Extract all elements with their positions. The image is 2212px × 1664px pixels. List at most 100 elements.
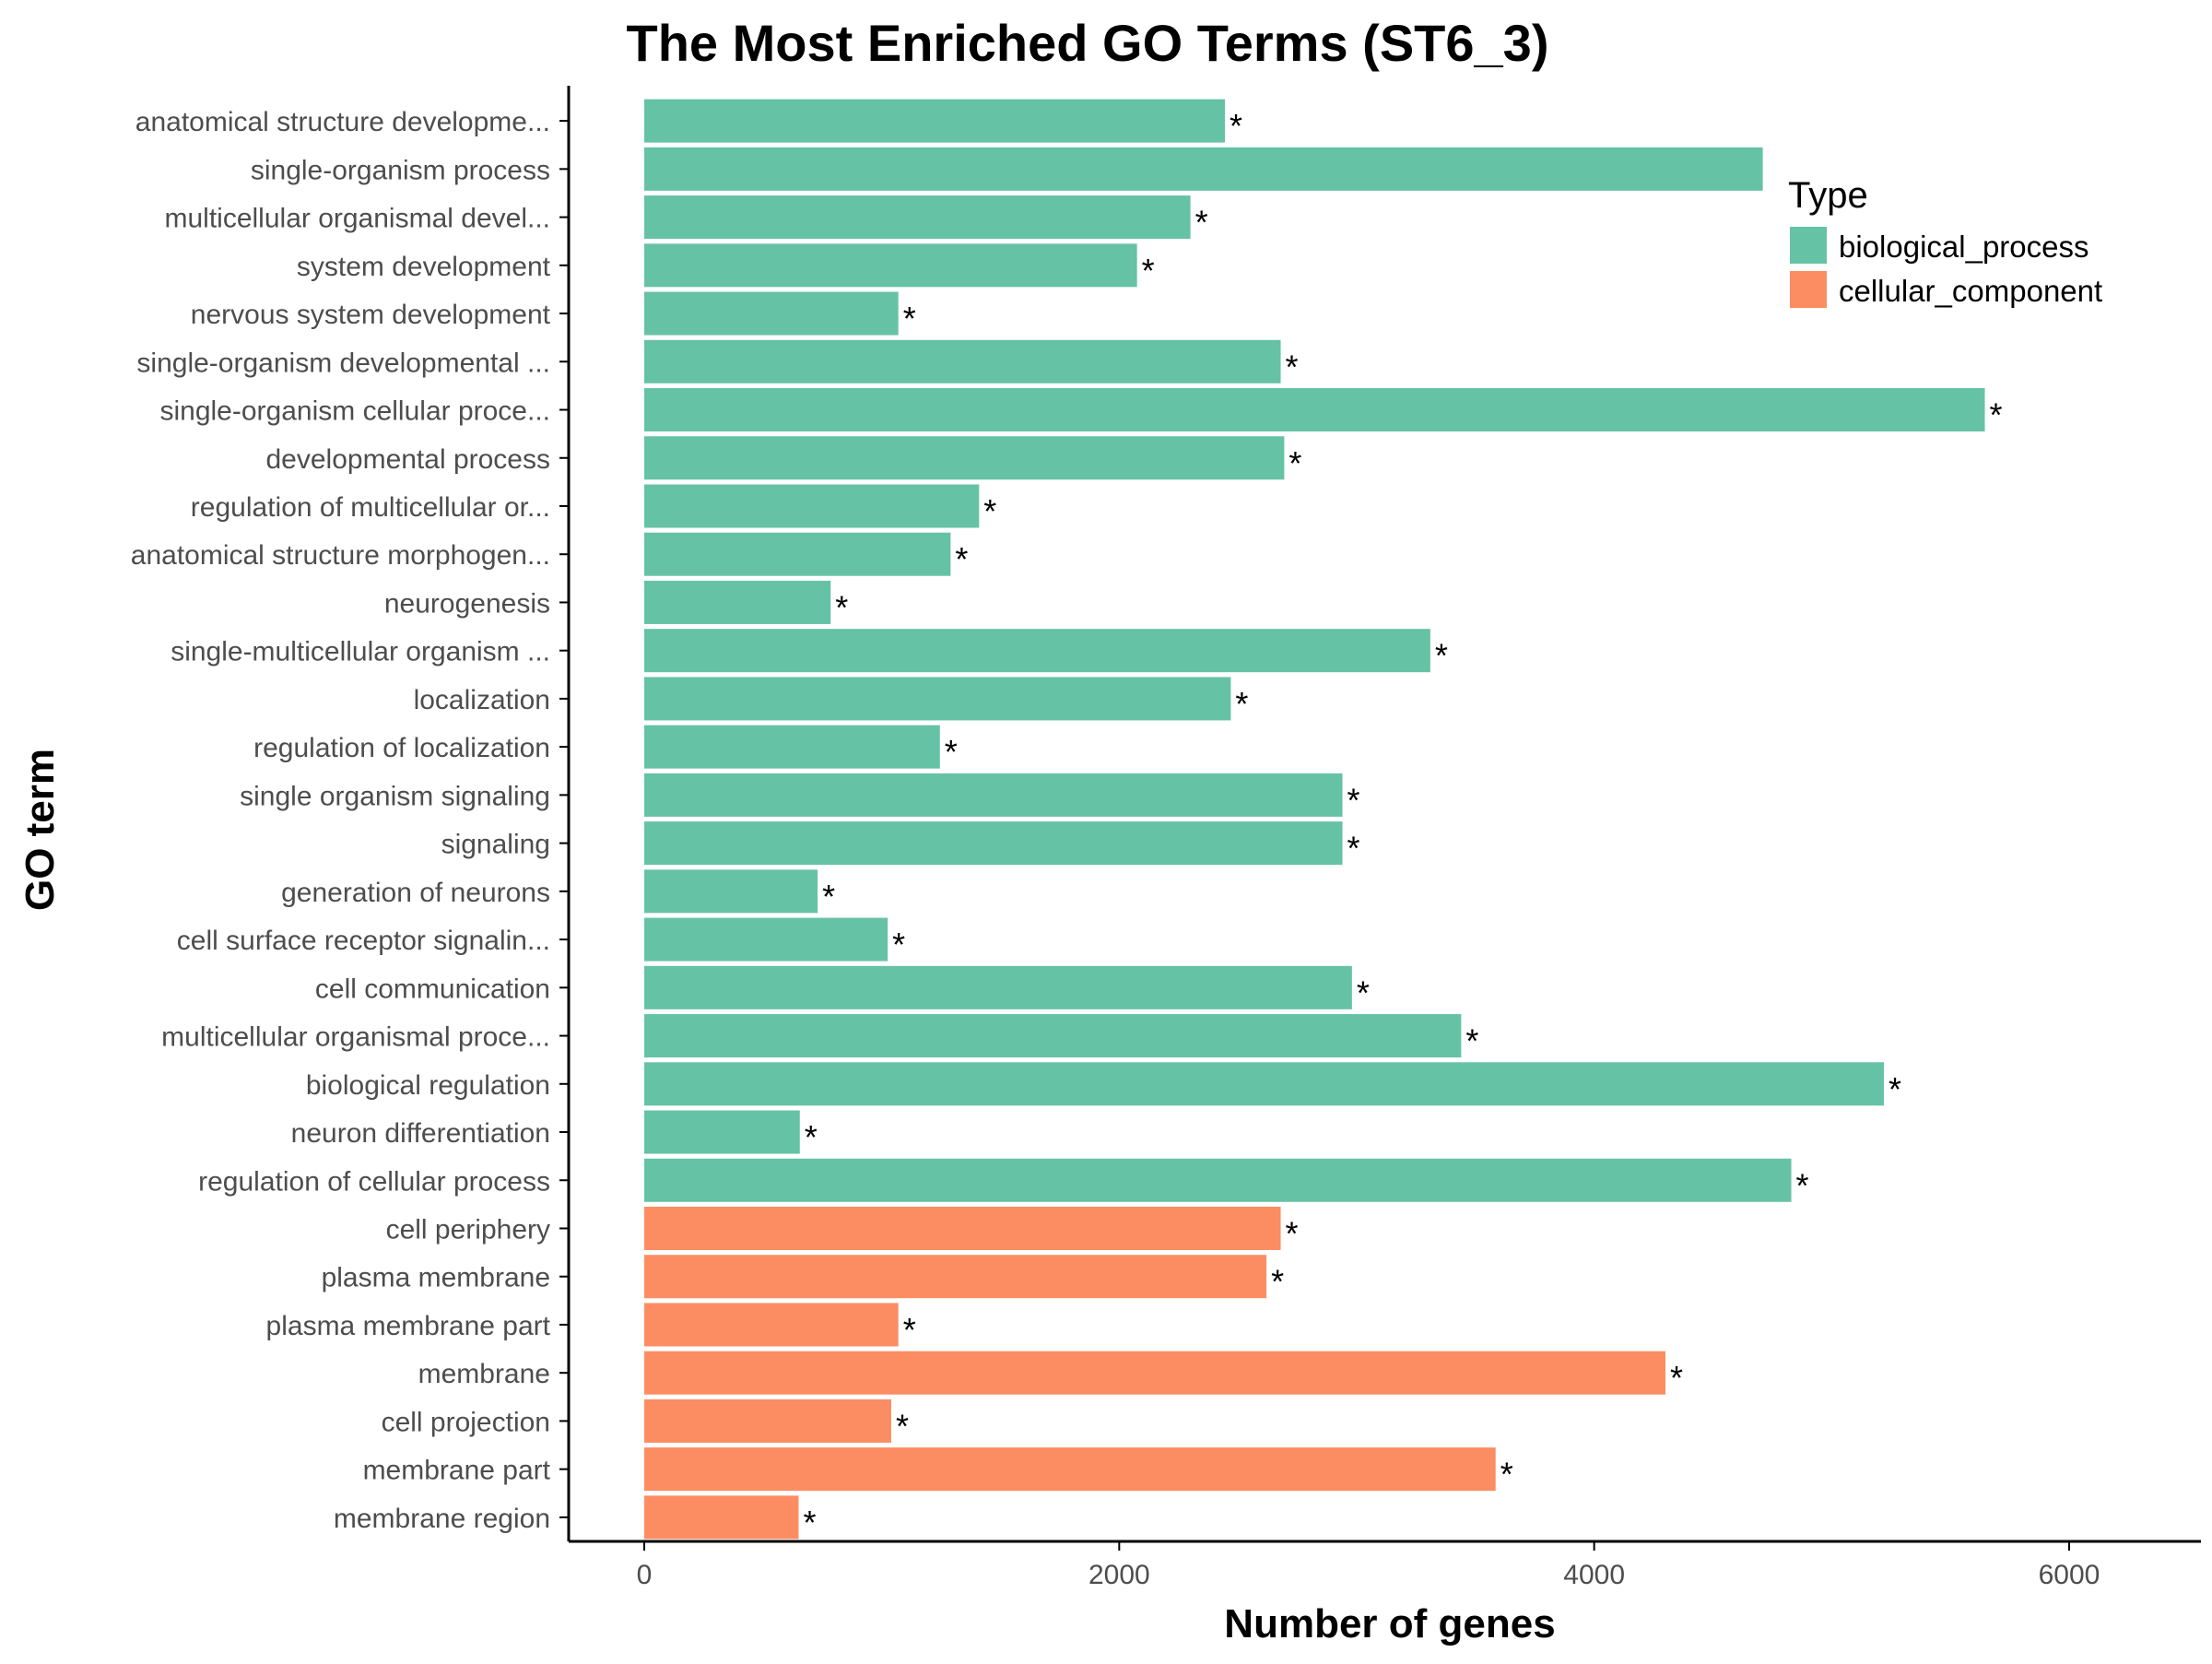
y-tick-label: membrane part (363, 1456, 551, 1486)
significance-star: * (892, 926, 905, 963)
bar (644, 773, 1343, 817)
bar (644, 917, 888, 962)
bar (644, 1255, 1267, 1299)
significance-star: * (805, 1118, 818, 1156)
y-tick-label: anatomical structure morphogen... (131, 540, 550, 571)
y-tick-label: nervous system development (191, 300, 551, 330)
significance-star: * (1230, 107, 1242, 145)
y-tick-label: neurogenesis (384, 588, 550, 619)
y-tick-label: membrane region (334, 1504, 550, 1534)
axes: anatomical structure developme... single-… (131, 86, 2201, 1590)
significance-star: * (1465, 1022, 1478, 1060)
legend-label-biological-process: biological_process (1839, 230, 2089, 264)
bar (644, 580, 831, 624)
bar (644, 1014, 1462, 1058)
bar (644, 1495, 799, 1540)
bar (644, 99, 1225, 143)
bar (644, 1062, 1885, 1106)
legend-title: Type (1788, 175, 1868, 216)
significance-star: * (945, 733, 958, 771)
bar (644, 291, 899, 336)
y-tick-label: system development (297, 252, 551, 282)
significance-star: * (1435, 637, 1448, 675)
y-tick-label: signaling (441, 830, 550, 860)
bar (644, 1158, 1792, 1202)
bar (644, 965, 1352, 1009)
significance-star: * (1347, 781, 1360, 819)
y-tick-label: cell projection (382, 1407, 550, 1437)
y-tick-label: anatomical structure developme... (135, 107, 550, 137)
x-tick-label: 4000 (1563, 1560, 1625, 1590)
significance-star: * (1888, 1070, 1901, 1108)
bar (644, 532, 951, 576)
significance-star: * (1990, 396, 2003, 434)
significance-star: * (1357, 974, 1370, 1011)
bar (644, 821, 1343, 866)
y-tick-label: regulation of localization (253, 733, 550, 763)
y-tick-label: developmental process (265, 444, 550, 475)
bar (644, 677, 1231, 721)
significance-star: * (835, 588, 848, 626)
bar (644, 1206, 1281, 1250)
significance-star: * (1142, 252, 1155, 289)
y-tick-label: regulation of cellular process (198, 1166, 550, 1197)
bar (644, 1303, 899, 1347)
significance-star: * (1670, 1359, 1683, 1397)
legend-label-cellular-component: cellular_component (1839, 274, 2102, 308)
bar (644, 484, 980, 528)
y-tick-label: cell surface receptor signalin... (177, 926, 550, 956)
significance-star: * (1286, 348, 1299, 385)
y-tick-label: single organism signaling (240, 781, 550, 811)
y-tick-label: generation of neurons (281, 878, 550, 908)
legend-swatch-biological-process (1790, 227, 1827, 264)
chart-title: The Most Enriched GO Terms (ST6_3) (627, 14, 1549, 72)
y-tick-label: single-organism process (251, 155, 550, 185)
bar (644, 1398, 891, 1443)
x-tick-label: 2000 (1088, 1560, 1150, 1590)
bar (644, 1110, 800, 1154)
y-tick-label: multicellular organismal proce... (161, 1022, 550, 1053)
y-tick-label: plasma membrane part (266, 1311, 551, 1341)
bar (644, 388, 1985, 432)
legend: Type biological_process cellular_compone… (1788, 175, 2102, 308)
bar (644, 1447, 1496, 1492)
bar (644, 195, 1191, 240)
significance-star: * (983, 492, 996, 530)
significance-star: * (1271, 1263, 1284, 1301)
x-tick-label: 0 (637, 1560, 653, 1590)
significance-star: * (1286, 1214, 1299, 1252)
bar (644, 147, 1763, 191)
y-tick-label: cell communication (315, 974, 550, 1004)
y-tick-label: multicellular organismal devel... (164, 204, 550, 234)
significance-star: * (903, 300, 916, 337)
bar (644, 243, 1137, 288)
significance-star: * (803, 1504, 816, 1541)
x-tick-label: 6000 (2039, 1560, 2100, 1590)
bar (644, 869, 818, 914)
x-axis-title: Number of genes (1224, 1601, 1555, 1646)
significance-star: * (1347, 830, 1360, 867)
y-tick-label: single-organism developmental ... (136, 348, 550, 378)
bar (644, 339, 1281, 384)
y-tick-label: single-organism cellular proce... (159, 396, 550, 427)
significance-star: * (1796, 1166, 1809, 1204)
y-tick-label: membrane (418, 1359, 550, 1389)
y-tick-label: single-multicellular organism ... (171, 637, 550, 667)
significance-star: * (1235, 685, 1248, 723)
bar (644, 436, 1285, 480)
bar (644, 629, 1430, 673)
bar (644, 1351, 1665, 1395)
y-tick-label: plasma membrane (322, 1263, 550, 1293)
significance-star: * (822, 878, 835, 915)
legend-swatch-cellular-component (1790, 271, 1827, 308)
y-tick-label: biological regulation (306, 1070, 550, 1101)
y-tick-label: regulation of multicellular or... (191, 492, 550, 523)
significance-star: * (896, 1407, 909, 1445)
bar (644, 725, 940, 769)
significance-labels: * * * * * * * * * * * * * * * * * * * * * * * * * * * * * (803, 107, 2002, 1541)
significance-star: * (1500, 1456, 1513, 1493)
y-axis-title: GO term (18, 749, 63, 911)
y-tick-label: localization (414, 685, 550, 715)
